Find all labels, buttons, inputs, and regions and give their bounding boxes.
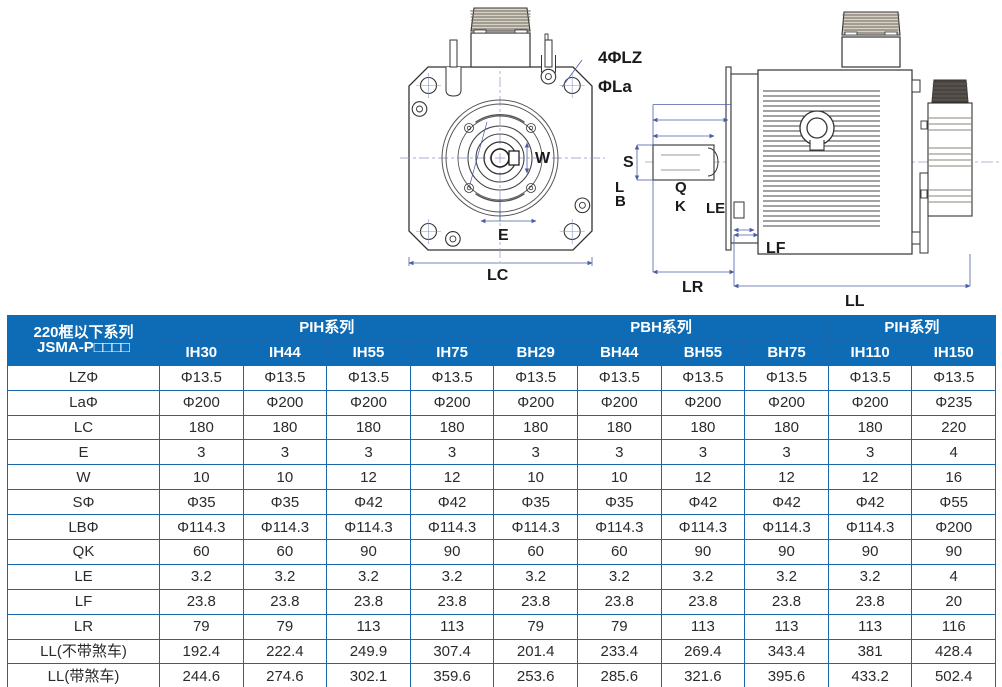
svg-text:E: E [498, 227, 509, 244]
svg-text:LR: LR [682, 279, 704, 296]
svg-text:LE: LE [706, 200, 725, 217]
svg-text:K: K [675, 198, 686, 215]
svg-text:W: W [535, 150, 551, 167]
svg-text:4ΦLZ: 4ΦLZ [598, 48, 642, 67]
svg-text:LL: LL [845, 293, 865, 310]
svg-text:LF: LF [766, 240, 786, 257]
svg-text:B: B [615, 193, 626, 210]
svg-text:ΦLa: ΦLa [598, 77, 632, 96]
svg-text:S: S [623, 154, 634, 171]
svg-text:LC: LC [487, 267, 509, 284]
svg-text:Q: Q [675, 179, 687, 196]
